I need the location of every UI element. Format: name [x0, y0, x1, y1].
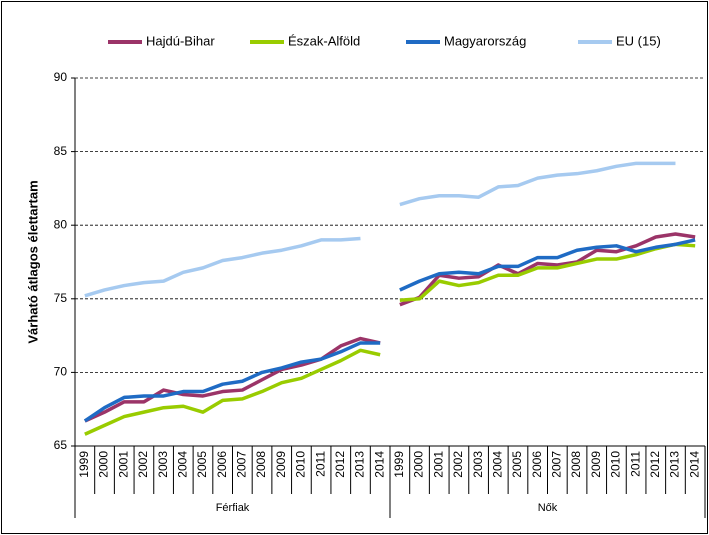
group-label: Férfiak — [216, 502, 250, 514]
x-tick-label: 2008 — [254, 451, 268, 478]
x-tick-label: 2002 — [136, 451, 150, 478]
series-line — [399, 238, 696, 292]
x-tick-label: 2003 — [471, 451, 485, 478]
x-tick-label: 2000 — [97, 451, 111, 478]
x-tick-label: 2014 — [372, 451, 386, 478]
legend-label: Hajdú-Bihar — [146, 33, 215, 48]
series-line — [84, 348, 381, 436]
x-tick-label: 2007 — [550, 451, 564, 478]
legend-label: Magyarország — [444, 33, 526, 48]
series-line — [399, 242, 696, 303]
x-tick-label: 2011 — [313, 451, 327, 477]
series-line — [83, 341, 381, 423]
x-tick-label: 2009 — [274, 451, 288, 478]
x-tick-label: 2001 — [116, 451, 130, 478]
x-tick-label: 2012 — [648, 451, 662, 478]
y-tick-label: 65 — [54, 438, 68, 452]
x-tick-label: 2007 — [235, 451, 249, 478]
x-tick-label: 1999 — [77, 451, 91, 478]
legend-label: EU (15) — [616, 33, 661, 48]
x-tick-label: 2002 — [451, 451, 465, 478]
x-tick-label: 2004 — [490, 451, 504, 478]
y-axis-label: Várható átlagos élettartam — [25, 180, 40, 343]
legend-label: Észak-Alföld — [288, 33, 360, 48]
x-tick-label: 2003 — [156, 451, 170, 478]
series-line — [84, 236, 361, 298]
x-tick-label: 2006 — [215, 451, 229, 478]
x-tick-label: 2008 — [569, 451, 583, 478]
x-tick-label: 2013 — [668, 451, 682, 478]
y-tick-label: 90 — [54, 70, 68, 84]
x-tick-label: 2004 — [175, 451, 189, 478]
x-tick-label: 1999 — [392, 451, 406, 478]
x-tick-label: 2000 — [412, 451, 426, 478]
series-line — [399, 161, 676, 207]
x-tick-label: 2014 — [687, 451, 701, 478]
x-tick-label: 2009 — [589, 451, 603, 478]
y-tick-label: 70 — [54, 365, 68, 379]
x-tick-label: 2012 — [333, 451, 347, 478]
x-tick-label: 2005 — [510, 451, 524, 478]
x-tick-label: 2010 — [609, 451, 623, 478]
y-tick-label: 85 — [54, 144, 68, 158]
x-tick-label: 2010 — [294, 451, 308, 478]
group-label: Nők — [538, 502, 558, 514]
x-tick-label: 2001 — [431, 451, 445, 478]
x-tick-label: 2006 — [530, 451, 544, 478]
y-tick-label: 75 — [54, 291, 68, 305]
series-line — [84, 336, 381, 423]
x-tick-label: 2013 — [353, 451, 367, 478]
x-tick-label: 2005 — [195, 451, 209, 478]
series-line — [399, 232, 696, 307]
x-tick-label: 2011 — [628, 451, 642, 477]
y-tick-label: 80 — [54, 217, 68, 231]
